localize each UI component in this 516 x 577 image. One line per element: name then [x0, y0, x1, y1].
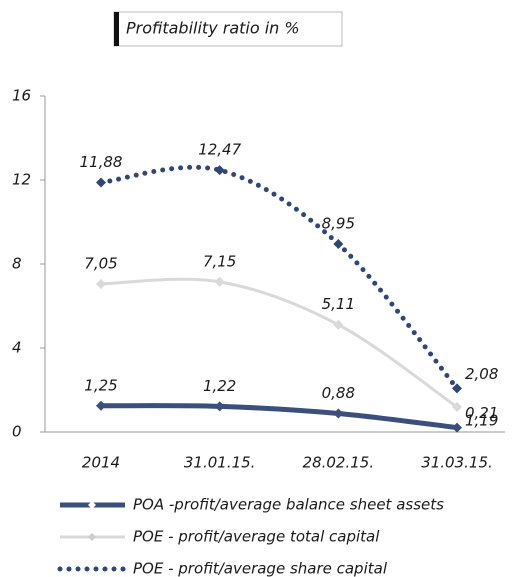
- point: [452, 422, 462, 433]
- data-label: 0,21: [465, 404, 498, 422]
- data-label: 5,11: [322, 295, 355, 313]
- y-tick-label: 8: [12, 255, 22, 273]
- y-tick-label: 4: [12, 339, 22, 357]
- legend-marker: [88, 533, 96, 541]
- point: [214, 401, 225, 412]
- point: [214, 165, 225, 176]
- data-label: 7,15: [203, 252, 236, 270]
- legend-marker: [88, 501, 96, 509]
- y-tick-label: 12: [12, 171, 31, 189]
- point: [452, 402, 462, 413]
- point: [333, 319, 344, 330]
- point: [333, 239, 344, 250]
- x-tick-label: 31.01.15.: [184, 454, 256, 472]
- data-label: 0,88: [322, 384, 355, 402]
- y-tick-label: 0: [12, 423, 22, 441]
- y-tick-label: 16: [12, 87, 31, 105]
- data-label: 1,22: [203, 377, 236, 395]
- data-label: 2,08: [465, 365, 498, 383]
- data-label: 7,05: [84, 254, 117, 272]
- chart-title: Profitability ratio in %: [126, 19, 300, 38]
- point: [96, 400, 106, 411]
- x-tick-label: 2014: [82, 454, 120, 472]
- series-line: [100, 403, 458, 431]
- x-tick-label: 28.02.15.: [303, 454, 375, 472]
- legend-label: POA -profit/average balance sheet assets: [133, 496, 444, 514]
- data-label: 1,25: [84, 376, 117, 394]
- data-label: 11,88: [80, 153, 123, 171]
- legend-label: POE - profit/average total capital: [133, 528, 380, 546]
- point: [96, 278, 106, 289]
- data-label: 8,95: [322, 215, 355, 233]
- title-box: [113, 11, 343, 47]
- point: [96, 177, 106, 188]
- series-line: [98, 164, 460, 391]
- data-label: 12,47: [198, 141, 241, 159]
- series-line: [100, 277, 458, 409]
- legend-label: POE - profit/average share capital: [133, 560, 388, 577]
- point: [214, 276, 225, 287]
- x-tick-label: 31.03.15.: [421, 454, 493, 472]
- point: [452, 383, 462, 394]
- data-label: 1,19: [465, 412, 498, 430]
- title-bar: [114, 12, 119, 46]
- point: [333, 408, 344, 419]
